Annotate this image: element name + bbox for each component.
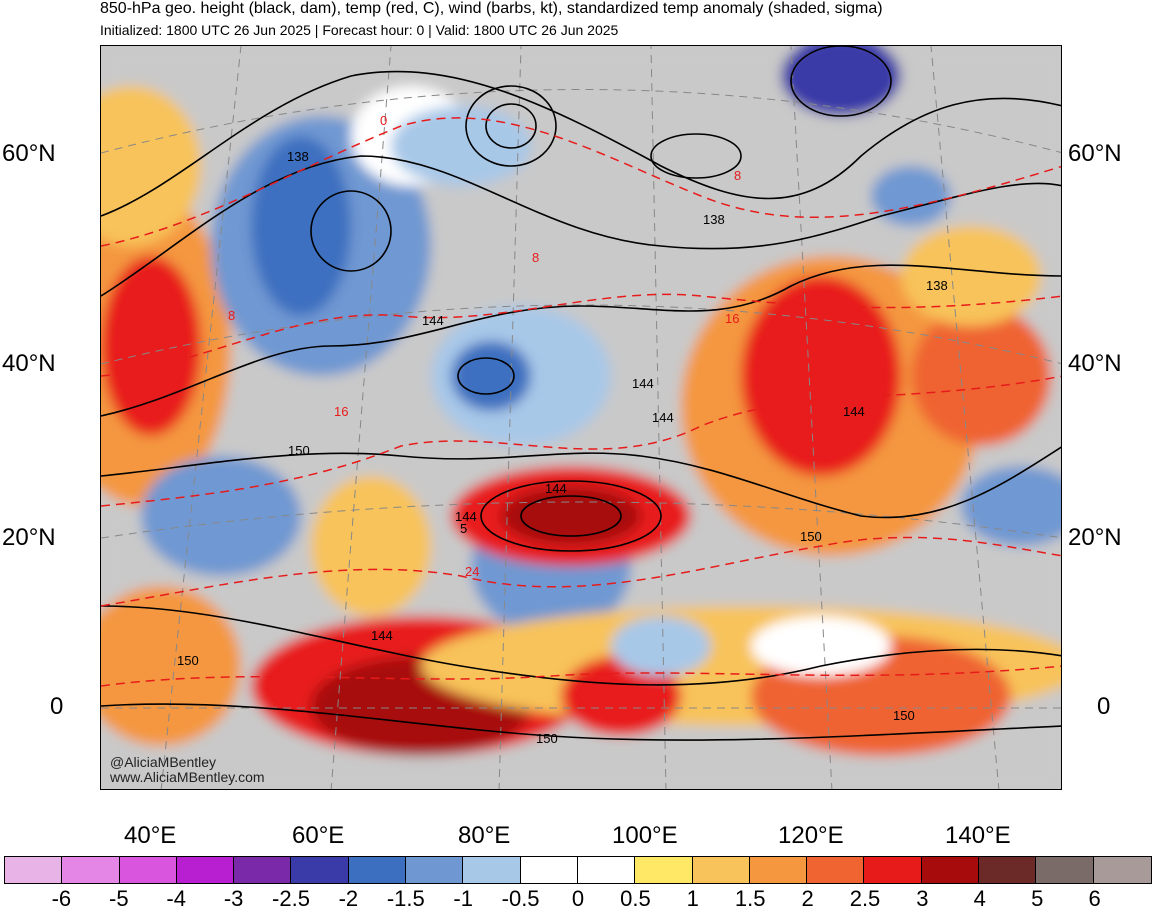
lat-label-left: 0	[50, 693, 64, 720]
colorbar-label: -0.5	[501, 886, 540, 911]
colorbar-swatch	[979, 857, 1037, 883]
colorbar-label: -1.5	[386, 886, 425, 911]
colorbar-label: -6	[51, 886, 72, 911]
colorbar-label: 2.5	[849, 886, 881, 911]
lat-label-right: 40°N	[1068, 350, 1122, 377]
colorbar-label: 1.5	[734, 886, 766, 911]
colorbar-label: 0	[571, 886, 585, 911]
colorbar-swatch	[577, 857, 636, 883]
lat-label-right: 60°N	[1068, 140, 1122, 167]
colorbar-swatch	[119, 857, 177, 883]
lat-label-left: 40°N	[2, 350, 56, 377]
colorbar-swatch	[1093, 857, 1151, 883]
lat-label-right: 0	[1097, 693, 1111, 720]
colorbar-label: 2	[801, 886, 814, 911]
colorbar-swatch	[864, 857, 922, 883]
colorbar-label: -3	[223, 886, 244, 911]
colorbar-label: -4	[166, 886, 186, 911]
colorbar-swatch	[921, 857, 980, 883]
colorbar-label: -1	[453, 886, 473, 911]
colorbar-swatch	[1036, 857, 1094, 883]
colorbar-label: 6	[1088, 886, 1101, 911]
colorbar-swatch	[406, 857, 464, 883]
lon-label: 120°E	[778, 822, 844, 849]
lon-label: 80°E	[458, 822, 511, 849]
colorbar-swatch	[5, 857, 63, 883]
colorbar-label: 5	[1031, 886, 1044, 911]
anomaly-shading	[101, 46, 1061, 789]
lat-label-right: 20°N	[1068, 524, 1122, 551]
colorbar-swatch	[62, 857, 120, 883]
chart-title: 850-hPa geo. height (black, dam), temp (…	[100, 0, 883, 17]
colorbar-label: -2.5	[272, 886, 310, 911]
colorbar-swatch	[692, 857, 750, 883]
credit-website: www.AliciaMBentley.com	[110, 769, 265, 785]
map-panel	[100, 45, 1062, 790]
lat-label-left: 20°N	[2, 524, 56, 551]
colorbar	[4, 856, 1152, 884]
colorbar-label: 3	[916, 886, 929, 911]
colorbar-swatch	[234, 857, 292, 883]
colorbar-swatch	[463, 857, 521, 883]
colorbar-swatch	[348, 857, 407, 883]
colorbar-swatch	[291, 857, 349, 883]
graticule	[101, 46, 1061, 789]
colorbar-swatch	[749, 857, 808, 883]
lon-label: 40°E	[124, 822, 177, 849]
colorbar-label: -5	[109, 886, 129, 911]
lon-label: 60°E	[292, 822, 345, 849]
lat-label-left: 60°N	[2, 140, 56, 167]
temperature-contours	[101, 117, 1061, 687]
colorbar-swatch	[807, 857, 865, 883]
colorbar-label: -2	[338, 886, 359, 911]
anomaly-map	[101, 46, 1061, 789]
colorbar-swatch	[176, 857, 235, 883]
colorbar-label: 4	[973, 886, 986, 911]
colorbar-label: 1	[686, 886, 699, 911]
credit-handle: @AliciaMBentley	[110, 754, 217, 770]
chart-subtitle: Initialized: 1800 UTC 26 Jun 2025 | Fore…	[100, 22, 619, 38]
height-contours	[101, 46, 1061, 741]
lon-label: 140°E	[945, 822, 1011, 849]
colorbar-swatch	[520, 857, 578, 883]
colorbar-swatch	[635, 857, 693, 883]
colorbar-label: 0.5	[620, 886, 651, 911]
lon-label: 100°E	[612, 822, 678, 849]
